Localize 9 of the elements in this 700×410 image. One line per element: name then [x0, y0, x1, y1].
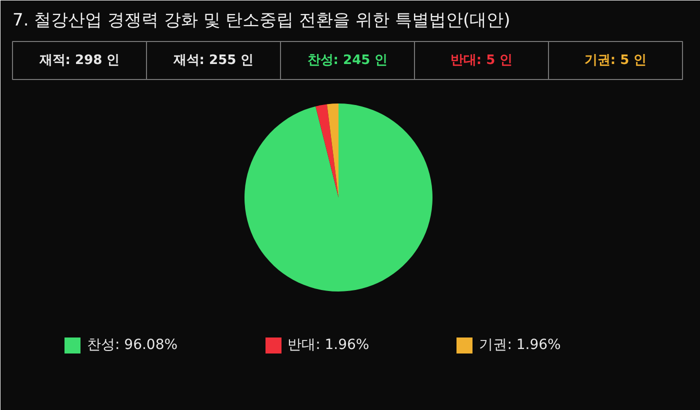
legend-label: 반대: 1.96% [288, 336, 370, 354]
text: 기권: 5 인 [584, 53, 647, 68]
legend-label: 기권: 1.96% [479, 336, 561, 354]
text: 반대: 5 인 [450, 53, 513, 68]
text: 찬성: 245 인 [307, 53, 388, 68]
text: 재적: 298 인 [38, 53, 120, 68]
text: 재석: 255 인 [172, 53, 254, 68]
legend-label: 찬성: 96.08% [87, 336, 178, 354]
chart-title: 7. 철강산업 경쟁력 강화 및 탄소중립 전환을 위한 특별법안(대안) [12, 10, 510, 30]
